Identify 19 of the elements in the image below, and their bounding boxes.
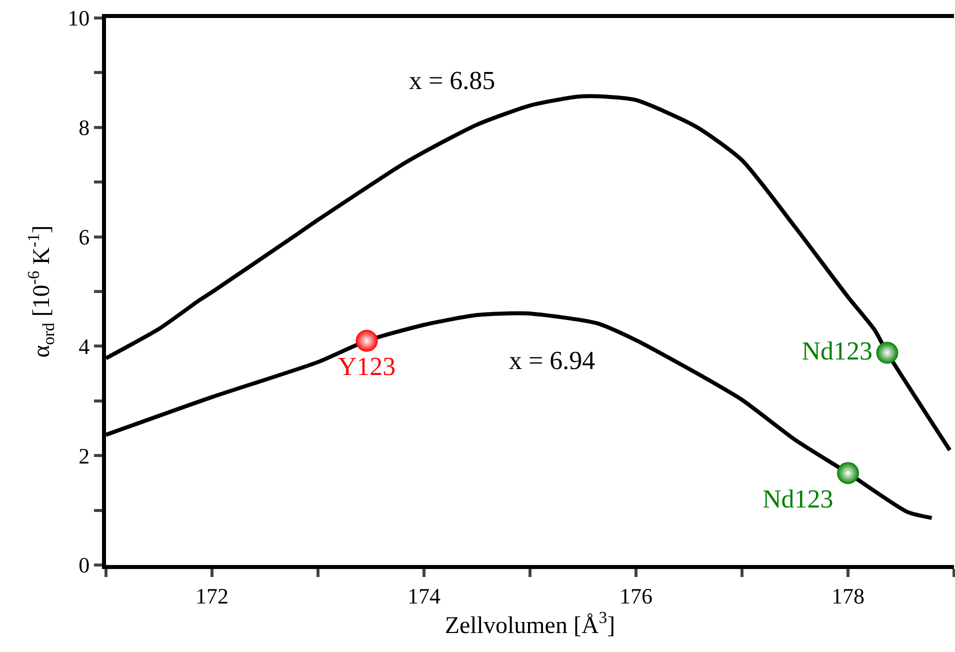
series-label: Nd123 bbox=[802, 336, 872, 366]
point bbox=[356, 330, 378, 352]
y-tick-label: 10 bbox=[68, 6, 90, 31]
x-tick-label: 178 bbox=[832, 583, 864, 608]
y-tick-label: 4 bbox=[78, 334, 90, 359]
point bbox=[837, 462, 859, 484]
x-tick-label: 174 bbox=[408, 583, 440, 608]
y-tick-label: 8 bbox=[78, 115, 90, 140]
series-label: Y123 bbox=[338, 352, 396, 381]
y-tick-label: 2 bbox=[78, 443, 90, 468]
series-label: x = 6.94 bbox=[509, 346, 596, 375]
x-tick-label: 172 bbox=[196, 583, 228, 608]
series-label: x = 6.85 bbox=[409, 66, 496, 95]
y-tick-label: 6 bbox=[78, 224, 90, 250]
point bbox=[876, 342, 898, 364]
y-tick-label: 0 bbox=[78, 552, 90, 578]
text: Nd123 bbox=[762, 484, 834, 514]
x-axis-title: Zellvolumen [Å$^{3}$] bbox=[444, 608, 616, 640]
x-tick-label: 176 bbox=[620, 583, 652, 608]
